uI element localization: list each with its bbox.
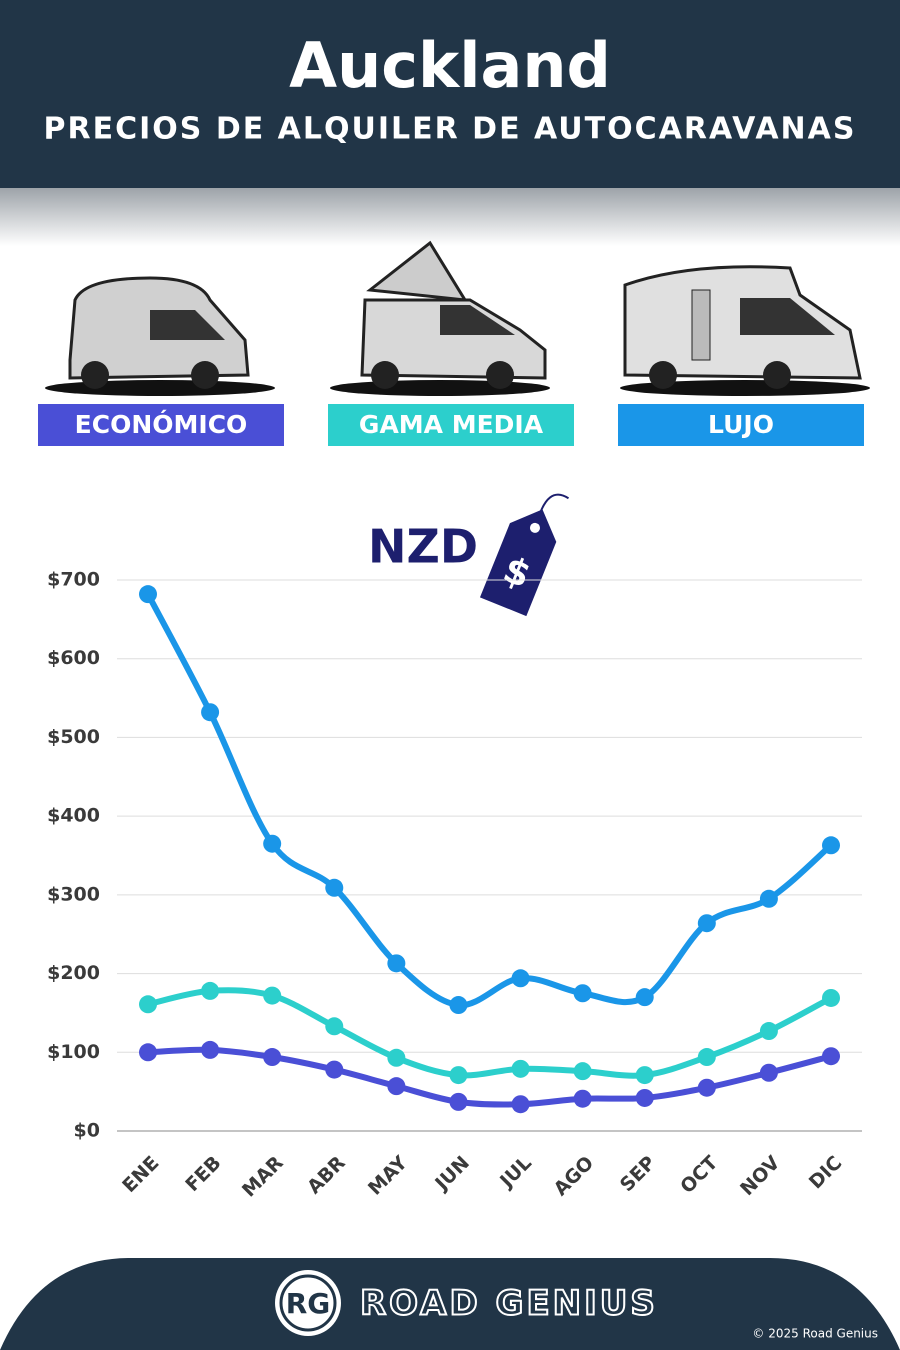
legend-swatch	[618, 404, 864, 446]
currency-label: NZD	[368, 520, 478, 574]
copyright: © 2025 Road Genius	[752, 1327, 878, 1341]
data-point	[263, 1048, 282, 1067]
data-point	[139, 1043, 157, 1062]
title: Auckland	[289, 29, 611, 102]
footer	[0, 1258, 900, 1350]
legend-swatch	[328, 404, 574, 446]
data-point	[697, 1078, 716, 1097]
y-tick-label: $100	[47, 1041, 100, 1063]
legend-swatch	[38, 404, 284, 446]
y-tick-label: $400	[47, 805, 100, 827]
legend-label: ECONÓMICO	[75, 409, 248, 439]
legend-label: LUJO	[708, 410, 774, 439]
data-point	[759, 889, 778, 908]
y-tick-label: $500	[47, 726, 100, 748]
data-point	[635, 1088, 654, 1107]
data-point	[573, 984, 592, 1003]
data-point	[387, 1077, 406, 1096]
data-point	[139, 995, 157, 1014]
logo-text: RG	[286, 1287, 331, 1320]
logo-circle	[275, 1270, 341, 1336]
data-point	[325, 1060, 344, 1079]
data-point	[697, 914, 716, 933]
data-point	[822, 988, 840, 1007]
y-tick-label: $700	[47, 569, 100, 591]
data-point	[511, 1095, 530, 1114]
data-point	[759, 1022, 778, 1041]
van-lujo	[620, 265, 870, 396]
data-point	[387, 954, 406, 973]
brand: ROAD GENIUS	[360, 1284, 658, 1324]
data-point	[635, 1066, 654, 1085]
subtitle: PRECIOS DE ALQUILER DE AUTOCARAVANAS	[44, 112, 857, 147]
price-tag: $	[479, 493, 570, 617]
data-point	[759, 1063, 778, 1082]
data-point	[449, 1092, 468, 1111]
header	[0, 0, 900, 188]
header-shadow	[0, 186, 900, 246]
data-point	[511, 969, 530, 988]
van-economico	[45, 276, 275, 396]
van-gama-media	[330, 240, 550, 396]
data-point	[263, 986, 282, 1005]
data-point	[263, 834, 282, 853]
data-point	[573, 1062, 592, 1081]
legend-label: GAMA MEDIA	[359, 410, 544, 439]
data-point	[325, 1017, 344, 1036]
data-point	[387, 1048, 406, 1067]
y-tick-label: $600	[47, 647, 100, 669]
y-tick-label: $0	[74, 1120, 100, 1142]
data-point	[635, 988, 654, 1007]
y-tick-label: $200	[47, 962, 100, 984]
data-point	[511, 1059, 530, 1078]
y-tick-label: $300	[47, 883, 100, 905]
data-point	[573, 1089, 592, 1108]
data-point	[449, 996, 468, 1015]
data-point	[201, 981, 220, 1000]
data-point	[201, 1040, 220, 1059]
data-point	[139, 585, 157, 604]
data-point	[697, 1048, 716, 1067]
data-point	[822, 1047, 840, 1066]
logo-ring	[279, 1274, 337, 1332]
data-point	[449, 1066, 468, 1085]
data-point	[822, 836, 840, 855]
data-point	[325, 878, 344, 897]
data-point	[201, 703, 220, 722]
